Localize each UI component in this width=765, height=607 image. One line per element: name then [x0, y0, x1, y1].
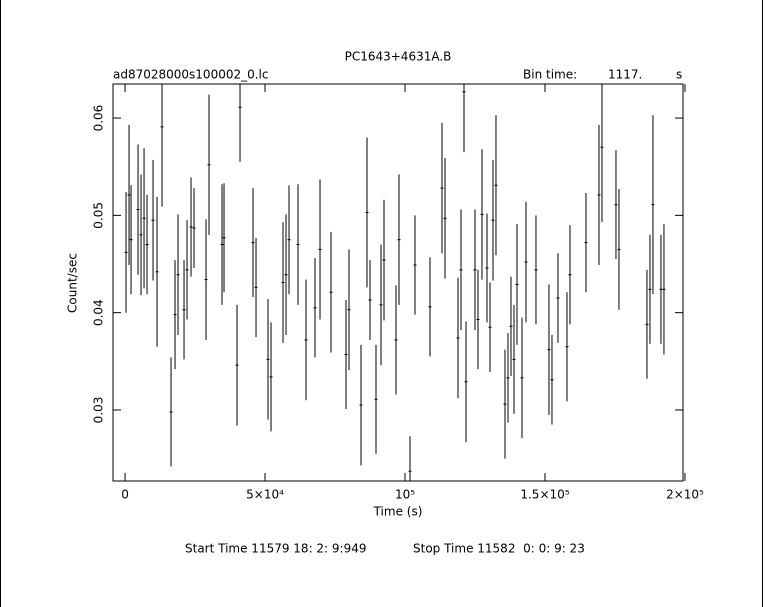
y-tick-label: 0.05 — [92, 202, 106, 229]
bin-time-unit: s — [676, 68, 682, 82]
y-tick-label: 0.06 — [92, 105, 106, 132]
x-tick-label: 10⁵ — [395, 488, 415, 502]
y-axis-label: Count/sec — [66, 253, 80, 313]
bin-time-label: Bin time: — [523, 68, 577, 82]
x-axis-label: Time (s) — [373, 505, 423, 519]
start-time: Start Time 11579 18: 2: 9:949 — [185, 542, 367, 556]
subtitle: ad87028000s100002_0.lc — [113, 68, 269, 82]
stop-time: Stop Time 11582 0: 0: 9: 23 — [413, 542, 585, 556]
y-tick-label: 0.03 — [92, 397, 106, 424]
y-tick-label: 0.04 — [92, 299, 106, 326]
x-tick-label: 5×10⁴ — [246, 488, 284, 502]
x-tick-label: 0 — [121, 488, 129, 502]
plot-frame — [112, 83, 684, 482]
chart-title: PC1643+4631A.B — [345, 50, 452, 64]
bin-time: 1117. — [608, 68, 642, 82]
x-tick-label: 1.5×10⁵ — [520, 488, 569, 502]
x-tick-label: 2×10⁵ — [666, 488, 704, 502]
